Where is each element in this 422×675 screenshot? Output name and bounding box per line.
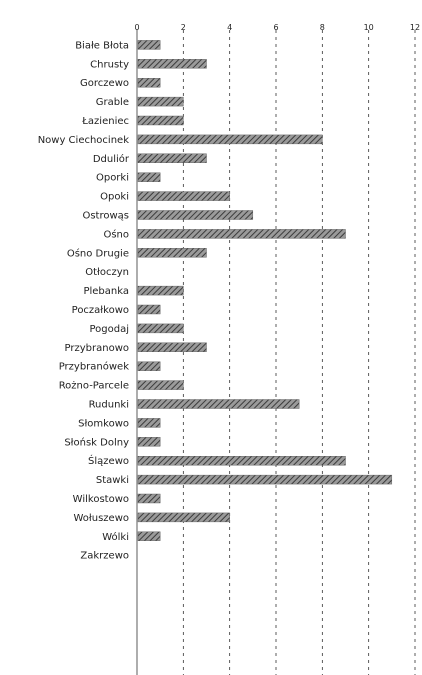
category-label: Słońsk Dolny [64,436,129,448]
category-label: Plebanka [83,286,129,297]
bar [137,191,230,201]
bar [137,96,184,107]
category-label: Przybranówek [59,361,130,373]
category-label: Wólki [102,531,129,543]
bar [137,380,184,390]
bar [137,285,184,296]
bar [137,59,207,69]
bar [137,456,346,466]
x-axis-ticks: 0 2 4 6 8 10 12 [134,23,420,32]
bar [137,172,161,182]
bar [137,418,161,428]
bar [137,512,230,523]
category-labels: Białe Błota Chrusty Gorczewo Grable Łazienie… [38,40,130,561]
category-label: Wołuszewo [73,513,129,524]
category-label: Pogodaj [89,324,129,335]
bar [137,248,207,258]
bar [137,342,207,352]
bar [137,474,393,485]
category-label: Ślązewo [88,454,129,467]
bar [137,153,207,164]
x-tick-label: 6 [273,23,278,32]
category-label: Chrusty [90,59,129,70]
category-label: Rudunki [89,400,129,411]
category-label: Stawki [96,475,129,486]
bars [137,40,393,541]
category-label: Rożno-Parcele [59,381,129,392]
bar [137,493,161,504]
x-tick-label: 12 [410,23,420,32]
category-label: Dduliór [93,153,130,165]
category-label: Nowy Ciechocinek [38,135,130,146]
gridlines [136,30,416,675]
category-label: Gorczewo [80,78,129,89]
category-label: Słomkowo [78,418,129,429]
category-label: Ostrowąs [82,211,129,222]
bar [137,304,161,315]
category-label: Opoki [100,192,129,203]
x-tick-label: 4 [227,23,232,32]
bar [137,323,184,334]
bar [137,115,184,126]
category-label: Przybranowo [65,343,129,354]
category-label: Zakrzewo [80,551,129,562]
bar [137,531,161,541]
bar [137,210,254,220]
bar [137,399,300,409]
bar [137,40,161,50]
category-label: Otłoczyn [85,267,129,278]
bar [137,361,161,371]
bar [137,77,161,88]
category-label: Białe Błota [75,40,129,51]
category-label: Łazieniec [81,116,129,127]
category-label: Grable [96,97,129,108]
bar [137,229,346,239]
x-tick-label: 2 [181,23,186,32]
category-label: Poczałkowo [72,305,129,316]
x-tick-label: 0 [134,23,139,32]
category-label: Ośno [103,228,129,240]
x-tick-label: 10 [364,23,374,32]
category-label: Wilkostowo [73,494,129,505]
category-label: Oporki [96,173,129,184]
x-tick-label: 8 [320,23,325,32]
bar [137,134,323,145]
category-label: Ośno Drugie [67,247,129,259]
bar [137,437,161,447]
